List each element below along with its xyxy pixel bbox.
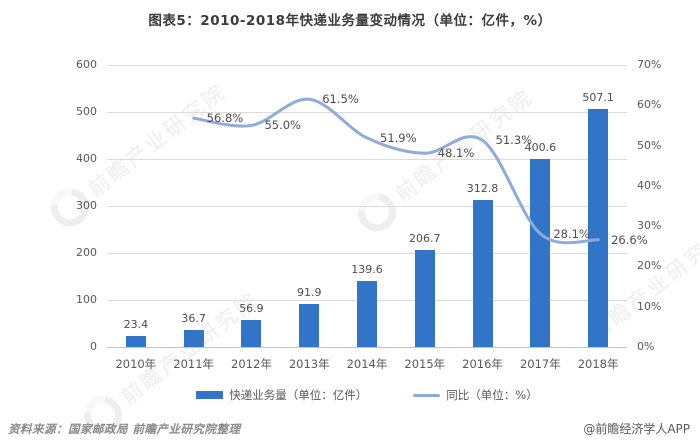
gridline — [107, 112, 627, 113]
legend-item-growth: 同比（单位：%） — [413, 387, 538, 403]
right-axis-tick-label: 20% — [637, 259, 662, 273]
y-axis-tick-label: 400 — [76, 152, 97, 165]
gridline — [107, 253, 627, 254]
bar-value-label: 36.7 — [181, 311, 206, 325]
x-axis-label: 2017年 — [519, 357, 561, 371]
legend-label: 同比（单位：%） — [446, 388, 538, 402]
x-axis-label: 2012年 — [231, 357, 272, 371]
source-note: 资料来源：国家邮政局 前瞻产业研究院整理 — [8, 422, 241, 436]
y-axis-tick-label: 300 — [76, 199, 97, 212]
bar — [530, 158, 551, 347]
bar-value-label: 312.8 — [466, 181, 499, 195]
bar — [241, 320, 262, 347]
bar-value-label: 139.6 — [351, 263, 383, 277]
line-value-label: 61.5% — [322, 92, 359, 107]
x-axis-label: 2013年 — [288, 357, 330, 371]
bar — [125, 336, 146, 347]
bar-value-label: 507.1 — [582, 90, 614, 104]
x-axis-label: 2016年 — [462, 357, 503, 371]
x-axis-label: 2010年 — [115, 357, 157, 371]
line-value-label: 55.0% — [264, 118, 301, 133]
right-axis-tick-label: 30% — [637, 219, 662, 233]
bar — [357, 281, 377, 347]
x-axis-label: 2014年 — [346, 357, 388, 371]
bar-value-label: 206.7 — [409, 231, 441, 245]
bar — [588, 108, 609, 347]
bar — [414, 249, 435, 347]
bar-value-label: 56.9 — [239, 302, 264, 316]
right-axis-tick-label: 0% — [637, 340, 655, 353]
right-axis-tick-label: 50% — [637, 138, 662, 152]
right-axis-tick-label: 70% — [637, 58, 662, 71]
x-axis-label: 2018年 — [577, 357, 619, 371]
y-axis-tick-label: 500 — [76, 105, 97, 118]
bar — [183, 329, 204, 347]
x-axis-label: 2015年 — [404, 357, 446, 371]
right-axis-tick-label: 40% — [637, 178, 662, 192]
brand-attribution: @前瞻经济学人APP — [583, 422, 690, 436]
y-axis-tick-label: 0 — [90, 340, 97, 353]
right-axis-tick-label: 60% — [637, 98, 662, 112]
legend: 快递业务量（单位：亿件） 同比（单位：%） — [107, 387, 627, 403]
gridline — [107, 347, 627, 348]
line-value-label: 48.1% — [437, 146, 475, 161]
bar — [299, 303, 320, 347]
line-value-label: 51.9% — [380, 130, 417, 145]
x-axis-label: 2011年 — [173, 357, 215, 371]
legend-line-swatch-icon — [413, 393, 441, 397]
y-axis-tick-label: 100 — [76, 293, 97, 306]
gridline — [107, 65, 627, 66]
y-axis-tick-label: 200 — [76, 246, 97, 259]
line-value-label: 26.6% — [611, 232, 648, 247]
right-axis-tick-label: 10% — [637, 299, 662, 313]
line-value-label: 28.1% — [553, 226, 590, 241]
chart-title: 图表5：2010-2018年快递业务量变动情况（单位：亿件，%） — [148, 13, 552, 29]
line-value-label: 51.3% — [495, 133, 533, 148]
legend-bar-swatch-icon — [196, 391, 224, 399]
bar — [472, 199, 493, 347]
legend-item-volume: 快递业务量（单位：亿件） — [196, 387, 367, 403]
bar-value-label: 91.9 — [296, 285, 322, 299]
line-value-label: 56.8% — [206, 111, 244, 126]
legend-label: 快递业务量（单位：亿件） — [229, 388, 368, 402]
y-axis-tick-label: 600 — [76, 58, 97, 71]
bar-value-label: 23.4 — [123, 318, 149, 331]
